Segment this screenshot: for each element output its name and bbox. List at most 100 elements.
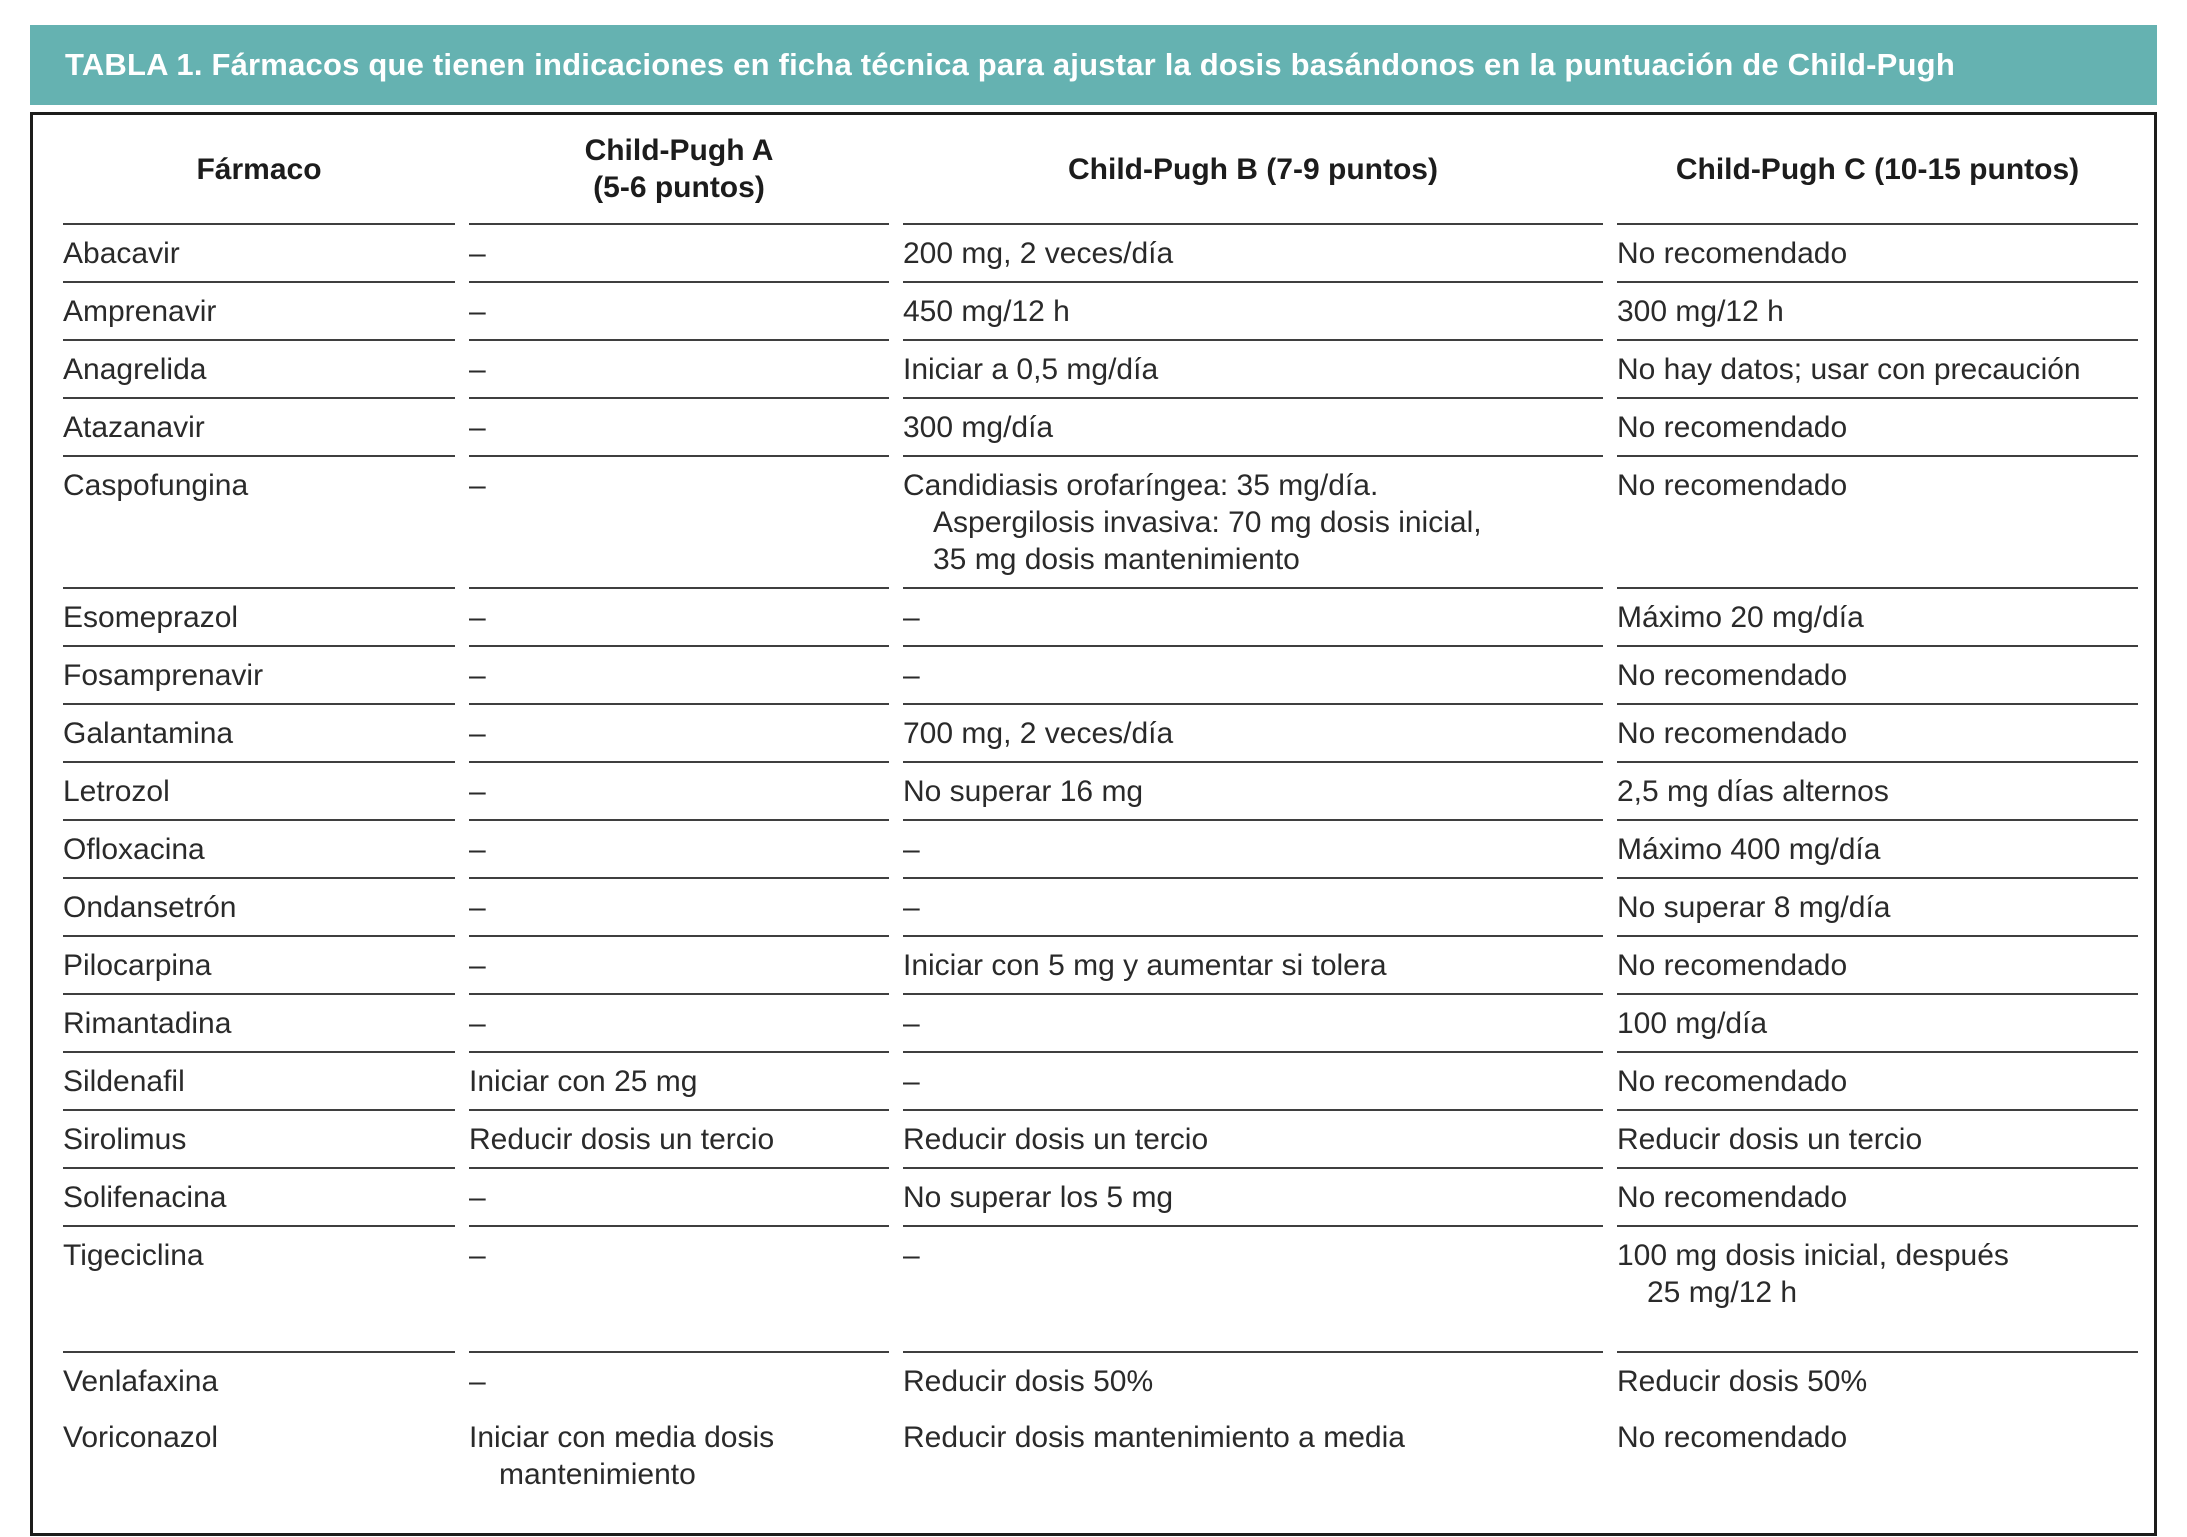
child-pugh-b-cell: – [903, 879, 1603, 937]
child-pugh-a-cell: – [469, 283, 889, 341]
column-header-farmaco: Fármaco [63, 115, 455, 225]
child-pugh-c-cell: No recomendado [1617, 1169, 2138, 1227]
child-pugh-c-cell: 300 mg/12 h [1617, 283, 2138, 341]
child-pugh-a-cell: – [469, 457, 889, 589]
child-pugh-b-cell: – [903, 821, 1603, 879]
child-pugh-c-cell: Reducir dosis 50% [1617, 1365, 1868, 1398]
table-row: Esomeprazol – – Máximo 20 mg/día [33, 589, 2154, 647]
child-pugh-c-cell: 100 mg dosis inicial, después 25 mg/12 h [1617, 1227, 2138, 1353]
child-pugh-c-cell: No recomendado [1617, 1421, 1848, 1454]
child-pugh-b-cell: 450 mg/12 h [903, 283, 1603, 341]
child-pugh-c-cell: Máximo 20 mg/día [1617, 589, 2138, 647]
table-row: Ofloxacina – – Máximo 400 mg/día [33, 821, 2154, 879]
child-pugh-c-cell: No recomendado [1617, 647, 2138, 705]
table-row: Abacavir – 200 mg, 2 veces/día No recome… [33, 225, 2154, 283]
child-pugh-a-cell: – [469, 225, 889, 283]
table-row: Atazanavir – 300 mg/día No recomendado [33, 399, 2154, 457]
drug-name-cell: Voriconazol [63, 1421, 219, 1454]
child-pugh-b-cell: 300 mg/día [903, 399, 1603, 457]
child-pugh-c-cell: No recomendado [1617, 457, 2138, 589]
child-pugh-a-cell: – [469, 763, 889, 821]
drug-name-cell: Ondansetrón [63, 879, 455, 937]
column-header-child-pugh-c: Child-Pugh C (10-15 puntos) [1617, 115, 2138, 225]
child-pugh-a-cell: – [469, 647, 889, 705]
child-pugh-a-cell: – [469, 341, 889, 399]
child-pugh-b-cell: Iniciar con 5 mg y aumentar si tolera [903, 937, 1603, 995]
child-pugh-a-cell: – [469, 399, 889, 457]
drug-name-cell: Fosamprenavir [63, 647, 455, 705]
drug-name-cell: Esomeprazol [63, 589, 455, 647]
child-pugh-b-cell: 200 mg, 2 veces/día [903, 225, 1603, 283]
column-header-child-pugh-b: Child-Pugh B (7-9 puntos) [903, 115, 1603, 225]
drug-name-cell: Rimantadina [63, 995, 455, 1053]
child-pugh-c-cell: Reducir dosis un tercio [1617, 1111, 2138, 1169]
child-pugh-b-cell: – [903, 1053, 1603, 1111]
child-pugh-b-cell: Reducir dosis un tercio [903, 1111, 1603, 1169]
child-pugh-b-cell: Iniciar a 0,5 mg/día [903, 341, 1603, 399]
child-pugh-c-cell: 2,5 mg días alternos [1617, 763, 2138, 821]
table-row: Galantamina – 700 mg, 2 veces/día No rec… [33, 705, 2154, 763]
child-pugh-a-cell: – [469, 995, 889, 1053]
table-row: Sildenafil Iniciar con 25 mg – No recome… [33, 1053, 2154, 1111]
child-pugh-b-cell: No superar 16 mg [903, 763, 1603, 821]
child-pugh-b-cell: Reducir dosis mantenimiento a media [903, 1421, 1405, 1454]
table-row: Sirolimus Reducir dosis un tercio Reduci… [33, 1111, 2154, 1169]
child-pugh-a-cell: – [469, 1365, 486, 1398]
child-pugh-c-cell: No recomendado [1617, 399, 2138, 457]
child-pugh-b-cell: No superar los 5 mg [903, 1169, 1603, 1227]
drug-name-cell: Venlafaxina [63, 1365, 219, 1398]
child-pugh-c-cell: No superar 8 mg/día [1617, 879, 2138, 937]
drug-name-cell: Atazanavir [63, 399, 455, 457]
drug-name-cell: Anagrelida [63, 341, 455, 399]
child-pugh-b-cell: – [903, 1227, 1603, 1353]
table-row: Voriconazol Iniciar con media dosis mant… [33, 1409, 2154, 1533]
table-row: Amprenavir – 450 mg/12 h 300 mg/12 h [33, 283, 2154, 341]
drug-name-cell: Caspofungina [63, 457, 455, 589]
table-row: Ondansetrón – – No superar 8 mg/día [33, 879, 2154, 937]
table-body: Abacavir – 200 mg, 2 veces/día No recome… [33, 225, 2154, 1533]
child-pugh-c-cell: Máximo 400 mg/día [1617, 821, 2138, 879]
drug-name-cell: Letrozol [63, 763, 455, 821]
child-pugh-a-cell: Iniciar con media dosis mantenimiento [469, 1421, 775, 1491]
child-pugh-c-cell: No recomendado [1617, 1053, 2138, 1111]
child-pugh-b-cell: – [903, 995, 1603, 1053]
child-pugh-a-cell: – [469, 879, 889, 937]
child-pugh-a-cell: Iniciar con 25 mg [469, 1053, 889, 1111]
child-pugh-c-cell: 100 mg/día [1617, 995, 2138, 1053]
drug-name-cell: Ofloxacina [63, 821, 455, 879]
child-pugh-a-cell: – [469, 589, 889, 647]
child-pugh-b-cell: – [903, 589, 1603, 647]
child-pugh-a-cell: – [469, 821, 889, 879]
child-pugh-b-cell: Reducir dosis 50% [903, 1365, 1154, 1398]
table-row: Fosamprenavir – – No recomendado [33, 647, 2154, 705]
table-row: Pilocarpina – Iniciar con 5 mg y aumenta… [33, 937, 2154, 995]
drug-name-cell: Galantamina [63, 705, 455, 763]
drug-name-cell: Amprenavir [63, 283, 455, 341]
child-pugh-a-cell: – [469, 1227, 889, 1353]
table-row: Venlafaxina – Reducir dosis 50% Reducir … [33, 1353, 2154, 1409]
child-pugh-a-cell: – [469, 937, 889, 995]
table-row: Rimantadina – – 100 mg/día [33, 995, 2154, 1053]
drug-name-cell: Solifenacina [63, 1169, 455, 1227]
table-row: Letrozol – No superar 16 mg 2,5 mg días … [33, 763, 2154, 821]
child-pugh-c-cell: No hay datos; usar con precaución [1617, 341, 2138, 399]
child-pugh-c-cell: No recomendado [1617, 225, 2138, 283]
data-table: Fármaco Child-Pugh A (5-6 puntos) Child-… [30, 112, 2157, 1536]
table-row: Tigeciclina – – 100 mg dosis inicial, de… [33, 1227, 2154, 1353]
drug-name-cell: Pilocarpina [63, 937, 455, 995]
drug-name-cell: Abacavir [63, 225, 455, 283]
table-row: Anagrelida – Iniciar a 0,5 mg/día No hay… [33, 341, 2154, 399]
table-row: Solifenacina – No superar los 5 mg No re… [33, 1169, 2154, 1227]
child-pugh-a-cell: – [469, 1169, 889, 1227]
child-pugh-b-cell: Candidiasis orofaríngea: 35 mg/día. Aspe… [903, 457, 1603, 589]
child-pugh-c-cell: No recomendado [1617, 705, 2138, 763]
table-title: TABLA 1. Fármacos que tienen indicacione… [65, 47, 1955, 82]
child-pugh-b-cell: – [903, 647, 1603, 705]
table-title-bar: TABLA 1. Fármacos que tienen indicacione… [30, 25, 2157, 105]
child-pugh-c-cell: No recomendado [1617, 937, 2138, 995]
child-pugh-a-cell: – [469, 705, 889, 763]
drug-name-cell: Sirolimus [63, 1111, 455, 1169]
column-header-child-pugh-a: Child-Pugh A (5-6 puntos) [469, 115, 889, 225]
drug-name-cell: Tigeciclina [63, 1227, 455, 1353]
